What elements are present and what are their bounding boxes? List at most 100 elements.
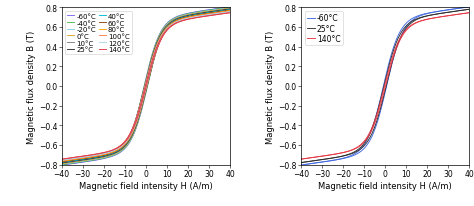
0°C [187, 14, 192, 17]
-20°C [161, 32, 167, 34]
-20°C [166, 25, 172, 27]
25°C [466, 9, 472, 12]
100°C [227, 11, 233, 13]
-40°C [227, 7, 233, 9]
-60°C [298, 164, 304, 166]
10°C [59, 162, 64, 165]
25°C [227, 9, 233, 12]
10°C [166, 25, 172, 28]
-60°C [426, 13, 431, 15]
Line: -20°C: -20°C [62, 9, 230, 164]
120°C [161, 34, 167, 36]
-20°C [156, 41, 162, 44]
-40°C [69, 162, 75, 165]
100°C [161, 33, 167, 36]
-60°C [466, 7, 472, 9]
-60°C [187, 13, 192, 15]
25°C [59, 162, 64, 164]
Line: 120°C: 120°C [62, 13, 230, 160]
140°C [298, 158, 304, 161]
40°C [166, 26, 172, 28]
80°C [166, 27, 172, 29]
60°C [59, 161, 64, 163]
-60°C [405, 24, 411, 26]
0°C [166, 25, 172, 27]
80°C [156, 42, 162, 44]
0°C [59, 163, 64, 165]
80°C [227, 11, 233, 13]
140°C [227, 12, 233, 15]
25°C [426, 15, 431, 18]
120°C [227, 11, 233, 14]
140°C [400, 34, 406, 37]
-60°C [156, 41, 162, 44]
-40°C [187, 13, 192, 16]
140°C [59, 158, 64, 161]
80°C [187, 17, 192, 19]
25°C [187, 15, 192, 18]
Line: -40°C: -40°C [62, 8, 230, 165]
140°C [204, 16, 210, 18]
Line: 40°C: 40°C [62, 11, 230, 162]
140°C [426, 19, 431, 21]
10°C [161, 32, 167, 35]
X-axis label: Magnetic field intensity H (A/m): Magnetic field intensity H (A/m) [79, 181, 213, 190]
-40°C [156, 41, 162, 44]
-20°C [227, 7, 233, 10]
40°C [187, 16, 192, 18]
25°C [400, 33, 406, 35]
-20°C [204, 11, 210, 13]
140°C [396, 42, 401, 45]
Line: 60°C: 60°C [62, 11, 230, 162]
60°C [156, 42, 162, 44]
10°C [187, 15, 192, 17]
-60°C [308, 163, 314, 165]
Line: 80°C: 80°C [62, 12, 230, 161]
100°C [187, 17, 192, 20]
-60°C [161, 32, 167, 34]
Legend: -60°C, -40°C, -20°C, 0°C, 10°C, 25°C, 40°C, 60°C, 80°C, 100°C, 120°C, 140°C: -60°C, -40°C, -20°C, 0°C, 10°C, 25°C, 40… [65, 12, 132, 55]
-60°C [69, 163, 75, 165]
-40°C [204, 10, 210, 13]
60°C [69, 159, 75, 162]
0°C [204, 11, 210, 14]
140°C [69, 157, 75, 159]
-40°C [161, 32, 167, 34]
Line: 100°C: 100°C [62, 12, 230, 161]
Y-axis label: Magnetic flux density B (T): Magnetic flux density B (T) [27, 30, 36, 143]
-60°C [400, 32, 406, 34]
-60°C [204, 10, 210, 12]
60°C [187, 16, 192, 19]
140°C [466, 12, 472, 15]
10°C [227, 8, 233, 11]
25°C [156, 42, 162, 44]
10°C [204, 12, 210, 14]
120°C [187, 18, 192, 20]
25°C [161, 33, 167, 35]
40°C [69, 160, 75, 162]
100°C [69, 158, 75, 161]
Line: 0°C: 0°C [62, 9, 230, 164]
25°C [405, 26, 411, 28]
-60°C [59, 164, 64, 166]
25°C [298, 162, 304, 164]
0°C [161, 32, 167, 35]
25°C [443, 12, 449, 15]
25°C [308, 160, 314, 163]
-40°C [59, 164, 64, 166]
80°C [69, 159, 75, 161]
Line: 140°C: 140°C [62, 14, 230, 159]
120°C [59, 159, 64, 162]
100°C [204, 14, 210, 17]
40°C [156, 42, 162, 44]
10°C [156, 42, 162, 44]
60°C [161, 33, 167, 35]
100°C [166, 27, 172, 29]
140°C [161, 34, 167, 37]
0°C [156, 42, 162, 44]
25°C [204, 12, 210, 15]
-40°C [166, 24, 172, 27]
140°C [156, 42, 162, 45]
40°C [59, 161, 64, 164]
Line: 25°C: 25°C [301, 10, 469, 163]
